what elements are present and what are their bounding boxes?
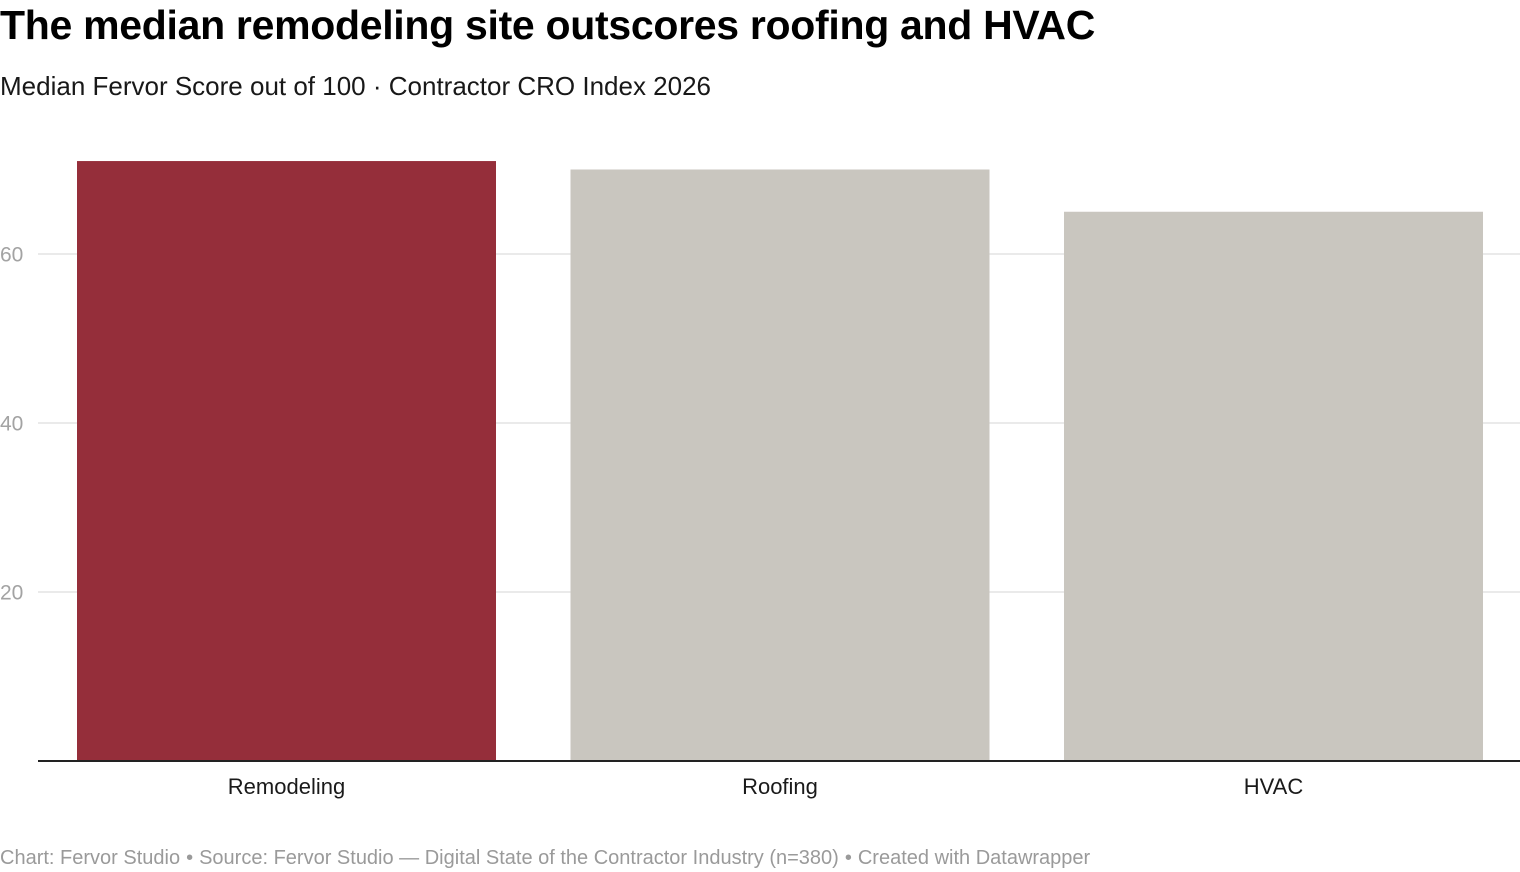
bar-remodeling[interactable] xyxy=(77,161,496,762)
bar-chart: 20 40 60 Remodeling Roofing HVAC xyxy=(0,161,1520,799)
footer-tool: Created with Datawrapper xyxy=(857,847,1091,869)
y-tick-label-20: 20 xyxy=(0,582,23,605)
footer-source: Source: Fervor Studio — Digital State of… xyxy=(199,847,839,869)
chart-title: The median remodeling site outscores roo… xyxy=(0,2,1096,48)
category-label-remodeling: Remodeling xyxy=(228,774,345,799)
bar-roofing[interactable] xyxy=(570,169,990,762)
category-label-roofing: Roofing xyxy=(742,774,818,799)
footer-separator: • xyxy=(186,847,194,869)
y-tick-label-60: 60 xyxy=(0,244,23,267)
footer-credit: Chart: Fervor Studio xyxy=(0,847,181,869)
chart-footer: Chart: Fervor Studio • Source: Fervor Stud… xyxy=(0,845,1090,871)
chart-subtitle: Median Fervor Score out of 100 · Contrac… xyxy=(0,71,712,101)
chart-area: 20 40 60 Remodeling Roofing HVAC xyxy=(0,120,1520,810)
y-tick-label-40: 40 xyxy=(0,413,23,436)
bar-hvac[interactable] xyxy=(1064,211,1483,761)
footer-separator: • xyxy=(844,847,852,869)
category-label-hvac: HVAC xyxy=(1244,774,1304,799)
